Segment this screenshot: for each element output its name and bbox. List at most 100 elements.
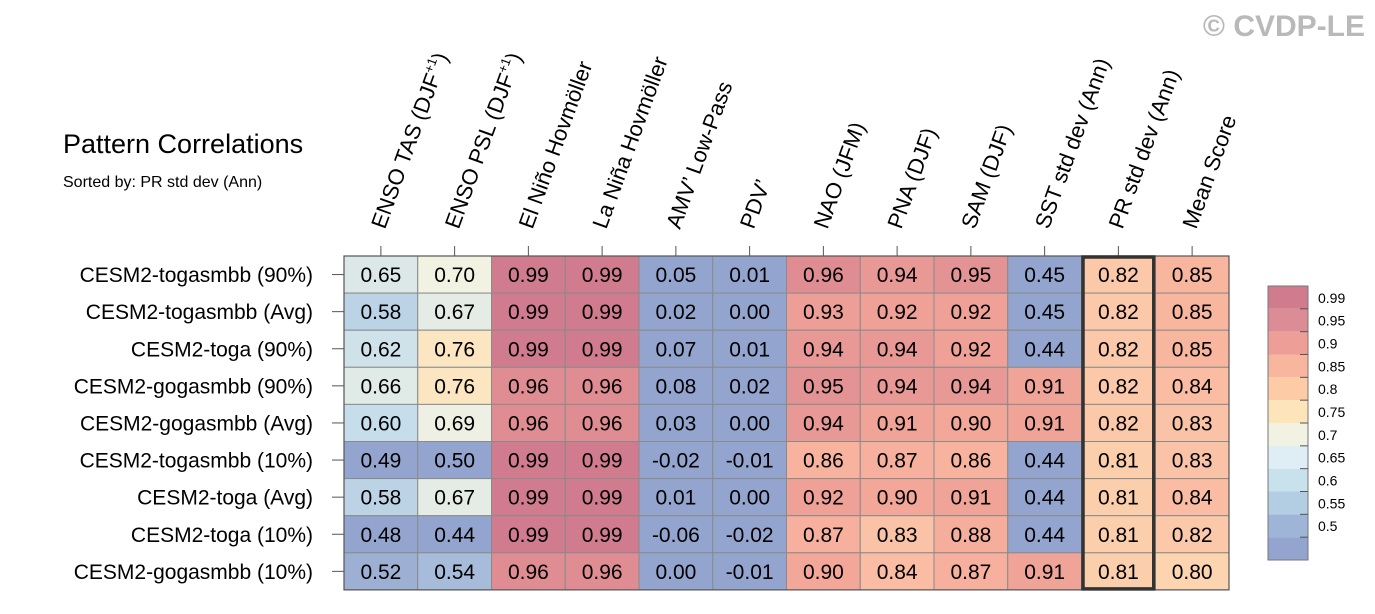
cell-value: 0.81 [1098, 487, 1139, 510]
heatmap-cell [564, 478, 640, 517]
cell-value: 0.84 [1172, 375, 1213, 398]
cell-value: 0.99 [508, 524, 549, 547]
cell-value: 0.67 [434, 301, 475, 324]
heatmap-cell [712, 366, 787, 405]
column-labels: ENSO TAS (DJF+1)ENSO PSL (DJF+1)El Niño … [365, 49, 1241, 232]
cell-value: 0.50 [434, 450, 475, 473]
heatmap-cell [712, 292, 787, 331]
column-label-superscript: +1 [421, 56, 440, 75]
watermark: © CVDP-LE [1203, 10, 1365, 43]
column-label: El Niño Hovmöller [514, 58, 598, 232]
heatmap-cell [1154, 403, 1230, 442]
heatmap-cell [1081, 255, 1156, 294]
heatmap-cell [564, 515, 640, 554]
cell-value: 0.85 [1172, 301, 1213, 324]
row-label: CESM2-gogasmbb (10%) [74, 561, 313, 584]
column-label: PNA (DJF) [882, 124, 941, 231]
heatmap-cell [638, 255, 714, 294]
row-labels: CESM2-togasmbb (90%) CESM2-togasmbb (Avg)… [74, 264, 313, 584]
colorbar-label: 0.8 [1318, 381, 1338, 397]
cell-value: 0.96 [582, 412, 623, 435]
cell-value: 0.95 [803, 375, 844, 398]
cell-value: 0.82 [1098, 338, 1139, 361]
heatmap-cell [343, 552, 419, 591]
cell-value: 0.01 [729, 338, 770, 361]
cell-value: 0.93 [803, 301, 844, 324]
cell-value: 0.67 [434, 487, 475, 510]
cell-value: 0.54 [434, 561, 475, 584]
heatmap-cell [1007, 329, 1082, 368]
column-label: PR std dev (Ann) [1104, 66, 1185, 232]
cell-value: 0.83 [1172, 412, 1213, 435]
cell-value: 0.96 [582, 375, 623, 398]
cell-value: 0.85 [1172, 264, 1213, 287]
cell-value: 0.70 [434, 264, 475, 287]
column-label: ENSO PSL (DJF+1) [439, 49, 527, 232]
colorbar-label: 0.99 [1318, 290, 1345, 306]
column-label-text: NAO (JFM) [809, 119, 871, 232]
colorbar-label: 0.9 [1318, 336, 1338, 352]
heatmap-cell [933, 366, 1009, 405]
colorbar-label: 0.55 [1318, 495, 1345, 511]
heatmap-cell [564, 441, 640, 480]
cell-value: 0.92 [877, 301, 918, 324]
cell-value: 0.62 [360, 338, 401, 361]
cell-value: 0.96 [508, 412, 549, 435]
cell-value: 0.82 [1098, 264, 1139, 287]
cell-value: -0.02 [726, 524, 774, 547]
heatmap-cell [859, 292, 935, 331]
heatmap-cell [712, 552, 787, 591]
heatmap-cell [1007, 292, 1082, 331]
cell-value: 0.08 [655, 375, 696, 398]
heatmap-cell [786, 366, 861, 405]
row-label: CESM2-toga (Avg) [137, 487, 313, 510]
column-label: ENSO TAS (DJF+1) [365, 49, 453, 232]
heatmap-cell [638, 403, 714, 442]
cell-value: 0.49 [360, 450, 401, 473]
cell-value: 0.02 [655, 301, 696, 324]
column-label-text: PR std dev (Ann) [1104, 66, 1185, 232]
cell-value: 0.91 [1024, 412, 1065, 435]
cell-value: 0.58 [360, 301, 401, 324]
cell-value: 0.82 [1098, 412, 1139, 435]
heatmap-cell [859, 403, 935, 442]
heatmap-cell [638, 292, 714, 331]
cell-value: 0.99 [508, 264, 549, 287]
colorbar-segment [1268, 445, 1308, 469]
cell-value: 0.45 [1024, 264, 1065, 287]
column-label: SAM (DJF) [956, 121, 1017, 232]
cell-value: 0.81 [1098, 450, 1139, 473]
heatmap-cell [1081, 366, 1156, 405]
heatmap-cell [1081, 292, 1156, 331]
chart-subtitle: Sorted by: PR std dev (Ann) [63, 174, 262, 191]
heatmap-cell [712, 441, 787, 480]
cell-value: 0.99 [508, 487, 549, 510]
colorbar-segment [1268, 491, 1308, 515]
colorbar-label: 0.95 [1318, 313, 1345, 329]
heatmap-cell [712, 478, 787, 517]
cell-value: 0.91 [950, 487, 991, 510]
cell-value: 0.01 [729, 264, 770, 287]
cell-value: 0.03 [655, 412, 696, 435]
cell-value: 0.69 [434, 412, 475, 435]
cell-value: 0.44 [1024, 487, 1065, 510]
cell-value: 0.94 [877, 338, 918, 361]
cell-value: 0.94 [803, 412, 844, 435]
cell-value: 0.92 [950, 338, 991, 361]
cell-value: 0.96 [582, 561, 623, 584]
cell-value: 0.58 [360, 487, 401, 510]
colorbar-segment [1268, 537, 1308, 560]
axis-ticks [332, 246, 1193, 572]
heatmap-cell [417, 255, 492, 294]
cell-value: 0.84 [1172, 487, 1213, 510]
cell-value: 0.44 [1024, 450, 1065, 473]
colorbar-segment [1268, 331, 1308, 355]
cell-value: 0.84 [877, 561, 918, 584]
colorbar-segment [1268, 514, 1308, 538]
cell-value: 0.87 [950, 561, 991, 584]
cell-value: -0.02 [652, 450, 700, 473]
cell-value: 0.52 [360, 561, 401, 584]
cell-value: 0.90 [877, 487, 918, 510]
heatmap-cell [491, 478, 566, 517]
cell-value: 0.99 [582, 301, 623, 324]
